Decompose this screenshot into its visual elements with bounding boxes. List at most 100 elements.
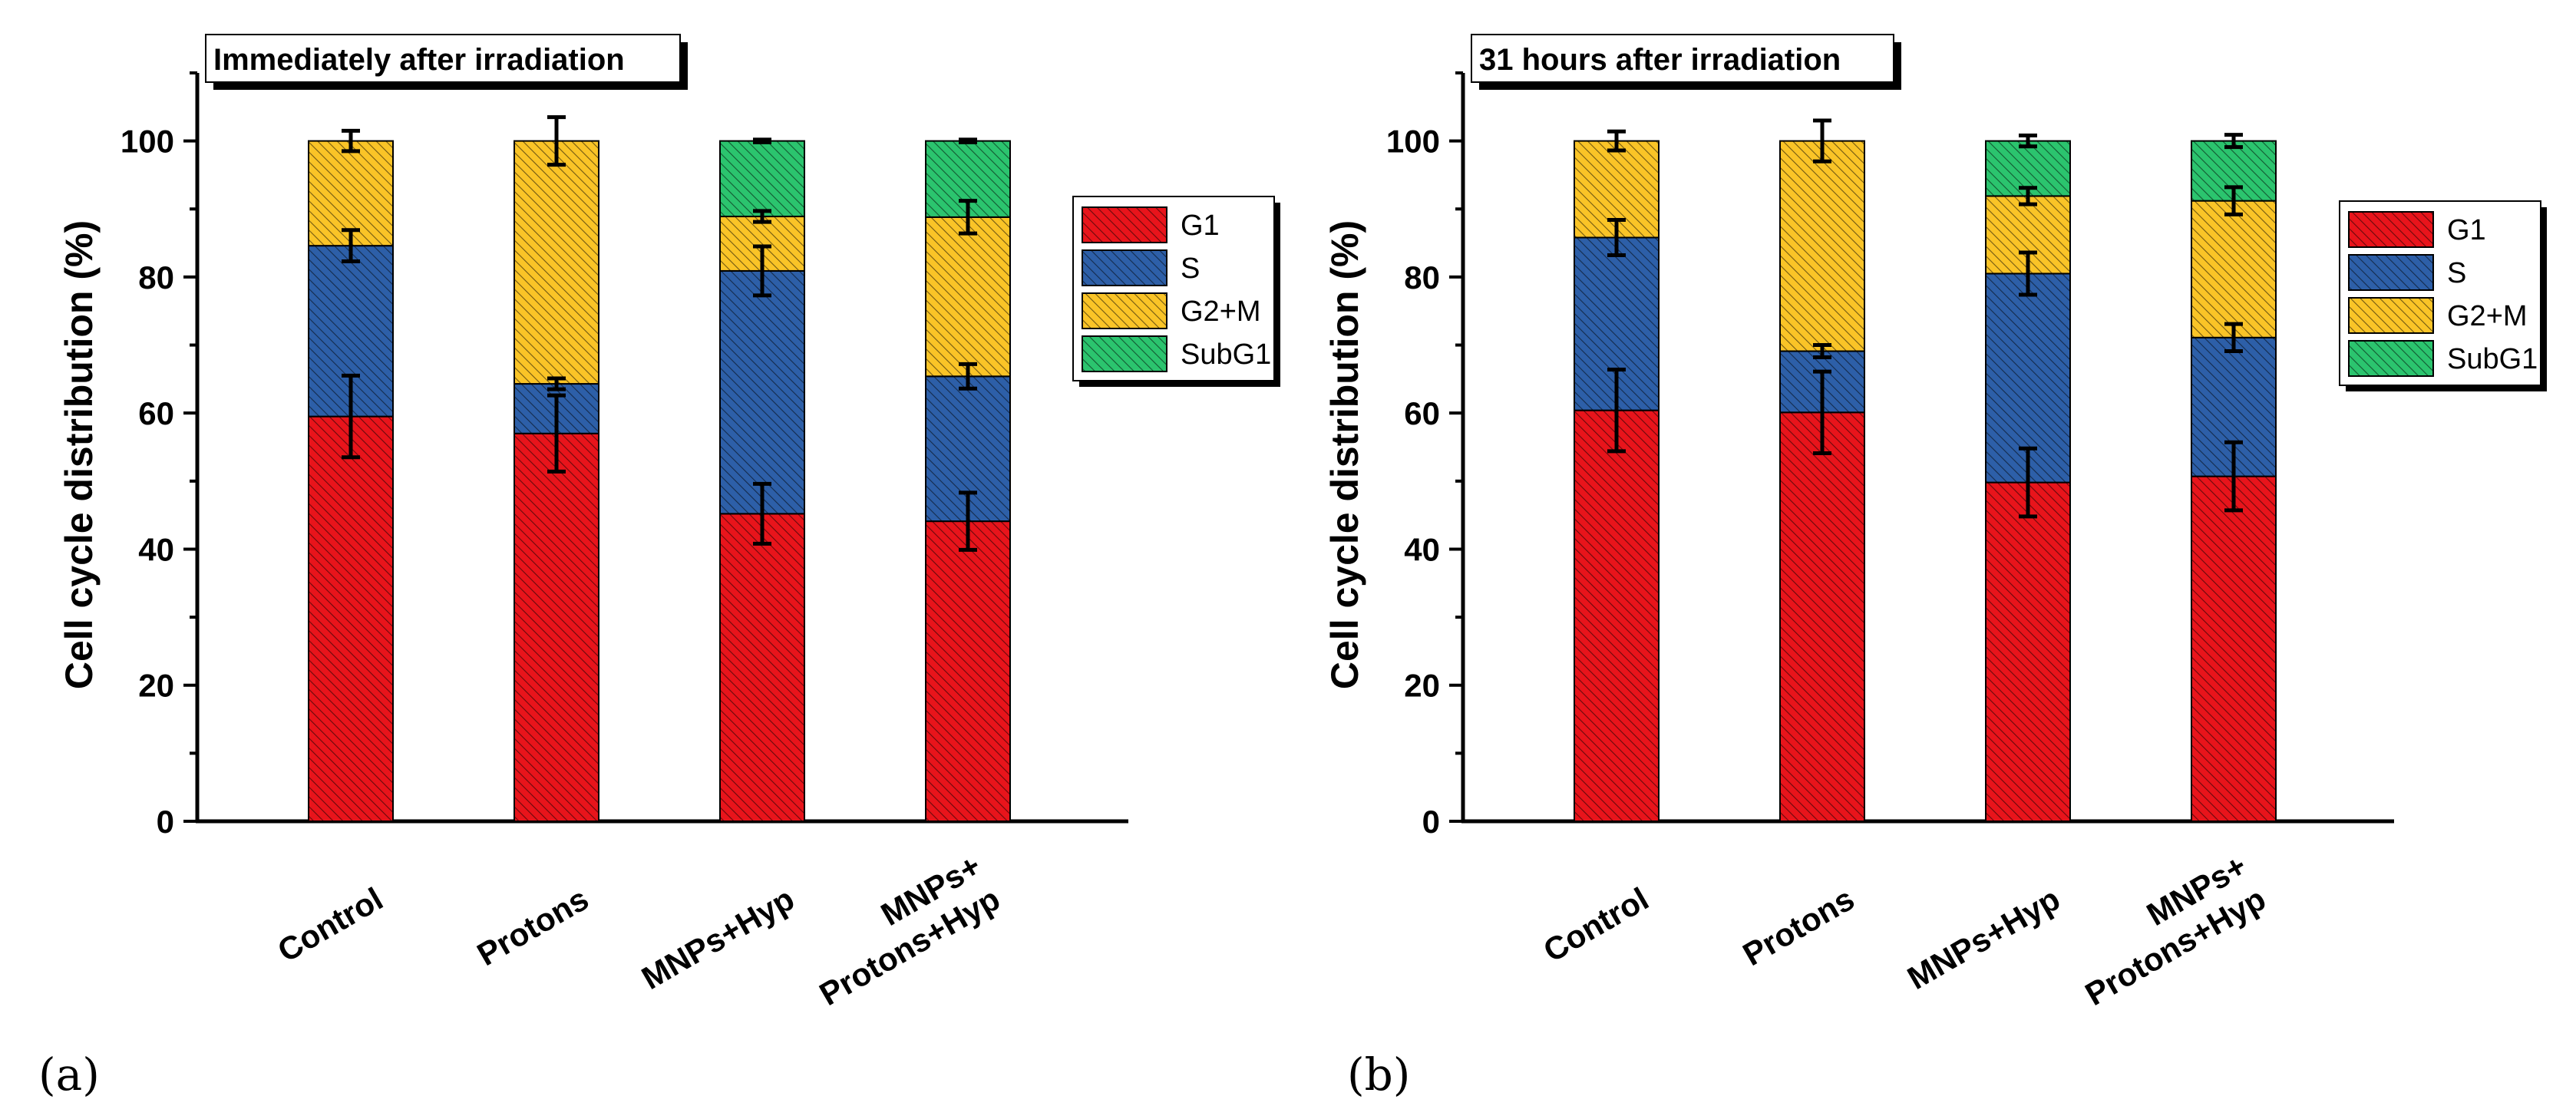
y-tick-label: 100 <box>1386 124 1440 160</box>
bar-segment-g1 <box>2191 475 2277 822</box>
legend-item-subg1: SubG1 <box>1082 335 1271 372</box>
error-bar <box>1813 343 1831 359</box>
legend-item-g1: G1 <box>2348 211 2486 248</box>
bar-segment-g1 <box>925 520 1011 822</box>
legend-swatch <box>2348 211 2434 248</box>
error-bar <box>547 376 566 391</box>
error-bar <box>753 481 771 546</box>
legend-swatch <box>2348 340 2434 377</box>
error-bar <box>1607 217 1626 258</box>
error-bar <box>1813 118 1831 163</box>
legend-label: S <box>2447 257 2466 289</box>
bar-hatch <box>1985 481 2071 822</box>
legend-item-g2-m: G2+M <box>2348 297 2528 334</box>
error-bar <box>342 228 360 264</box>
y-tick-label: 0 <box>157 804 174 840</box>
bar-segment-s <box>719 269 805 515</box>
bar-segment-g1 <box>1985 481 2071 822</box>
error-bar <box>2019 186 2037 206</box>
legend-label: G2+M <box>2447 300 2528 332</box>
chart-panel-a: 0 20 40 60 80 100 Cell cycle distribution (%) C… <box>38 34 1280 1101</box>
error-bar <box>753 244 771 298</box>
bar-segment-g2-m <box>514 140 599 385</box>
legend-label: G1 <box>1181 210 1220 242</box>
x-category-label: Control <box>272 880 389 969</box>
bar-segment-subg1 <box>719 140 805 218</box>
y-axis-title: Cell cycle distribution (%) <box>58 220 101 689</box>
x-category-label: Protons <box>1737 880 1861 972</box>
bar-hatch <box>719 513 805 822</box>
error-bar <box>1607 367 1626 454</box>
error-bar <box>2019 134 2037 149</box>
y-tick-label: 100 <box>121 124 174 160</box>
error-bar <box>959 362 977 391</box>
legend-swatch <box>1082 206 1167 243</box>
bar-hatch <box>1779 140 1865 352</box>
bar-hatch <box>308 415 394 822</box>
error-bar <box>2224 133 2243 150</box>
x-category-label-line: Protons <box>471 880 595 972</box>
chart-title: 31 hours after irradiation <box>1479 43 1841 77</box>
legend-swatch <box>2348 297 2434 334</box>
legend-swatch <box>1082 292 1167 329</box>
error-bar <box>2019 446 2037 519</box>
y-tick-label: 60 <box>138 395 174 431</box>
bar-segment-g2-m <box>2191 200 2277 338</box>
y-tick-label: 20 <box>1404 668 1440 704</box>
panel-label: (a) <box>38 1048 100 1101</box>
legend-label: SubG1 <box>2447 343 2538 375</box>
bar-hatch <box>925 216 1011 378</box>
x-category-label: Protons <box>471 880 595 972</box>
bar-hatch <box>1779 411 1865 822</box>
error-bar <box>342 373 360 460</box>
error-bar <box>753 137 771 144</box>
bar-hatch <box>2191 475 2277 822</box>
legend-label: S <box>1181 253 1200 285</box>
bar-hatch <box>514 432 599 822</box>
error-bar <box>2019 250 2037 297</box>
bar-segment-g1 <box>719 513 805 822</box>
x-category-label: MNPs+Hyp <box>1901 880 2066 996</box>
error-bar <box>959 490 977 552</box>
legend-label: SubG1 <box>1181 338 1271 371</box>
bar-segment-g2-m <box>1779 140 1865 352</box>
legend-swatch <box>2348 254 2434 291</box>
error-bar <box>753 209 771 224</box>
error-bar <box>959 199 977 236</box>
x-category-label: MNPs+Hyp <box>636 880 801 996</box>
y-tick-label: 0 <box>1422 804 1440 840</box>
error-bar <box>2224 322 2243 354</box>
legend-swatch <box>1082 335 1167 372</box>
bar-segment-g2-m <box>925 216 1011 378</box>
chart-panel-b: 0 20 40 60 80 100 Cell cycle distribution (%) C… <box>1323 34 2547 1101</box>
error-bar <box>342 128 360 154</box>
error-bar <box>2224 440 2243 513</box>
legend-label: G2+M <box>1181 296 1261 328</box>
legend-item-s: S <box>2348 254 2466 291</box>
legend-item-subg1: SubG1 <box>2348 340 2538 377</box>
bar-hatch <box>719 269 805 515</box>
x-category-label-line: MNPs+Hyp <box>1901 880 2066 996</box>
x-category-label-line: Control <box>1537 880 1655 969</box>
x-category-label: MNPs+Protons+Hyp <box>814 847 1006 1012</box>
error-bar <box>547 115 566 167</box>
error-bar <box>959 137 977 144</box>
bar-segment-g1 <box>1574 409 1660 822</box>
error-bar <box>1813 369 1831 455</box>
bar-segment-g1 <box>514 432 599 822</box>
chart-title-box: 31 hours after irradiation <box>1471 34 1901 90</box>
y-tick-label: 20 <box>138 668 174 704</box>
bar-hatch <box>2191 200 2277 338</box>
legend: G1 S G2+M SubG1 <box>1072 196 1280 387</box>
legend-item-s: S <box>1082 249 1200 286</box>
chart-title: Immediately after irradiation <box>213 43 625 77</box>
legend: G1 S G2+M SubG1 <box>2339 200 2547 391</box>
y-tick-label: 40 <box>1404 531 1440 567</box>
error-bar <box>2224 185 2243 216</box>
bar-hatch <box>1574 409 1660 822</box>
title-frame <box>1471 34 1894 83</box>
bar-segment-g1 <box>308 415 394 822</box>
bar-hatch <box>514 140 599 385</box>
bar-segment-g1 <box>1779 411 1865 822</box>
